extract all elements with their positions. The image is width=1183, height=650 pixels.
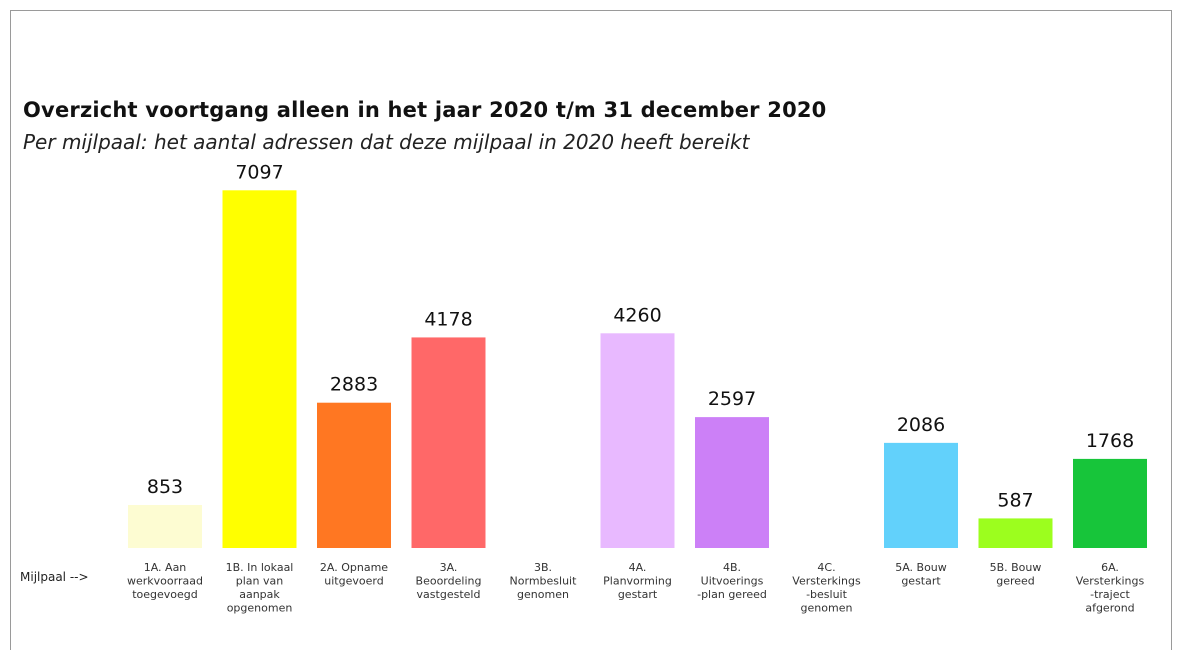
tick-label-2: 2A. Opname uitgevoerd [320,561,388,588]
tick-label-9: 5B. Bouw gereed [990,561,1042,588]
chart-frame [10,10,1172,650]
tick-label-line: 4A. [629,561,647,574]
tick-label-line: 1B. In lokaal [226,561,294,574]
bars-group [128,190,1147,548]
bar-0 [128,505,202,548]
tick-label-3: 3A. Beoordeling vastgesteld [416,561,482,601]
tick-label-line: 4B. [723,561,741,574]
bar-3 [411,337,486,548]
tick-label-line: Planvorming [603,575,672,588]
tick-label-line: 3B. [534,561,552,574]
bar-2 [317,402,391,548]
tick-label-line: uitgevoerd [324,575,383,588]
tick-label-line: Uitvoerings [701,575,764,588]
tick-label-line: -traject [1090,588,1130,601]
tick-label-line: genomen [801,602,853,615]
tick-label-line: plan van [236,575,283,588]
value-label-8: 2086 [897,414,945,436]
tick-label-line: gestart [618,588,658,601]
tick-label-line: afgerond [1085,602,1134,615]
tick-label-8: 5A. Bouw gestart [895,561,947,588]
tick-label-line: genomen [517,588,569,601]
bar-5 [600,333,675,548]
tick-label-6: 4B. Uitvoerings -plan gereed [697,561,767,601]
x-axis-label: Mijlpaal --> [20,570,89,584]
value-label-6: 2597 [708,388,756,410]
bar-10 [1073,458,1147,548]
tick-label-0: 1A. Aan werkvoorraad toegevoegd [127,561,203,601]
tick-label-line: werkvoorraad [127,575,203,588]
tick-label-line: 1A. Aan [144,561,187,574]
tick-label-line: toegevoegd [132,588,198,601]
chart-subtitle: Per mijlpaal: het aantal adressen dat de… [23,130,750,154]
tick-label-4: 3B. Normbesluit genomen [510,561,578,601]
tick-label-10: 6A. Versterkings -traject afgerond [1076,561,1145,615]
value-labels-group: 853 7097 2883 4178 4260 2597 2086 587 1768 [147,161,1134,511]
tick-label-7: 4C. Versterkings -besluit genomen [792,561,861,615]
bar-9 [978,518,1053,548]
value-label-2: 2883 [330,374,378,396]
tick-label-line: 5B. Bouw [990,561,1042,574]
tick-label-line: Normbesluit [510,575,578,588]
bar-1 [222,190,297,548]
tick-label-line: -plan gereed [697,588,767,601]
value-label-10: 1768 [1086,430,1134,452]
chart-title: Overzicht voortgang alleen in het jaar 2… [23,98,827,122]
tick-label-line: 6A. [1101,561,1119,574]
tick-label-line: Versterkings [792,575,861,588]
value-label-5: 4260 [613,304,661,326]
value-label-9: 587 [997,489,1033,511]
tick-label-line: Beoordeling [416,575,482,588]
tick-labels-group: 1A. Aan werkvoorraad toegevoegd 1B. In loka… [127,561,1144,615]
value-label-0: 853 [147,476,183,498]
tick-label-line: -besluit [806,588,848,601]
tick-label-5: 4A. Planvorming gestart [603,561,672,601]
tick-label-line: 5A. Bouw [895,561,947,574]
tick-label-line: gereed [996,575,1035,588]
tick-label-line: 4C. [817,561,835,574]
tick-label-line: gestart [901,575,941,588]
tick-label-line: Versterkings [1076,575,1145,588]
tick-label-line: 2A. Opname [320,561,388,574]
tick-label-line: vastgesteld [417,588,481,601]
tick-label-line: opgenomen [227,602,293,615]
value-label-3: 4178 [424,308,472,330]
bar-6 [695,417,769,548]
tick-label-line: aanpak [239,588,280,601]
tick-label-1: 1B. In lokaal plan van aanpak opgenomen [226,561,294,615]
tick-label-line: 3A. [440,561,458,574]
value-label-1: 7097 [235,161,283,183]
bar-8 [884,442,958,548]
